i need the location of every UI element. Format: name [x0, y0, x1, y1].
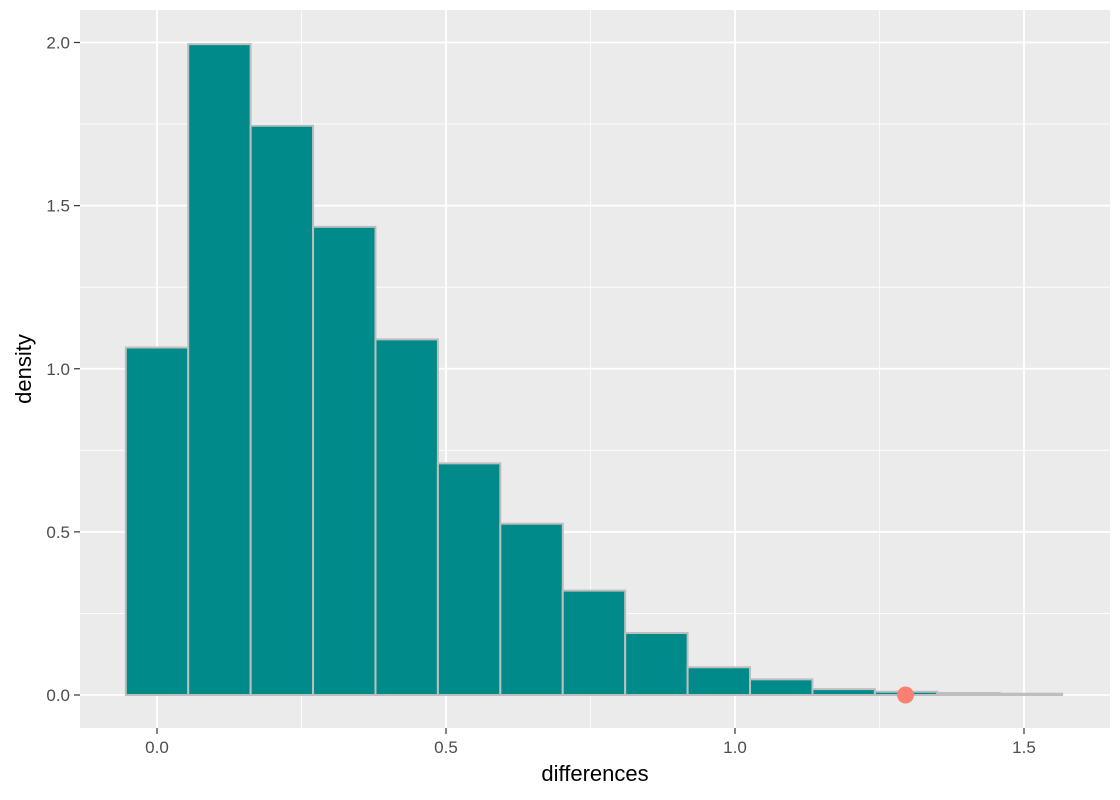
- observed-point: [897, 686, 915, 704]
- x-axis-title: differences: [541, 761, 648, 786]
- histogram-bar: [686, 666, 752, 696]
- histogram-bar: [124, 346, 190, 696]
- major-gridlines: [80, 10, 1110, 728]
- histogram-bar: [374, 338, 439, 696]
- histogram-bar: [749, 678, 814, 697]
- histogram-bar: [499, 522, 564, 696]
- x-axis: 0.0 0.5 1.0 1.5: [145, 728, 1036, 757]
- histogram-bars: [124, 43, 1064, 697]
- y-tick-label: 1.0: [46, 360, 70, 379]
- x-tick-label: 1.0: [723, 738, 747, 757]
- y-tick-label: 2.0: [46, 34, 70, 53]
- observed-point-layer: [897, 686, 915, 704]
- x-tick-label: 0.0: [145, 738, 169, 757]
- y-axis-title: density: [11, 334, 36, 404]
- histogram-bar: [811, 688, 876, 697]
- y-axis: 0.0 0.5 1.0 1.5 2.0: [46, 34, 80, 705]
- histogram-bar: [249, 124, 315, 697]
- histogram-bar: [436, 462, 502, 696]
- histogram-bar: [561, 589, 627, 696]
- x-tick-label: 0.5: [434, 738, 458, 757]
- histogram-bar: [312, 225, 377, 697]
- x-tick-label: 1.5: [1012, 738, 1036, 757]
- histogram-bar: [187, 43, 252, 697]
- histogram-bar: [936, 692, 1001, 696]
- y-tick-label: 1.5: [46, 197, 70, 216]
- histogram-bar: [624, 632, 689, 697]
- y-tick-label: 0.0: [46, 686, 70, 705]
- y-tick-label: 0.5: [46, 523, 70, 542]
- histogram-bar: [998, 692, 1064, 697]
